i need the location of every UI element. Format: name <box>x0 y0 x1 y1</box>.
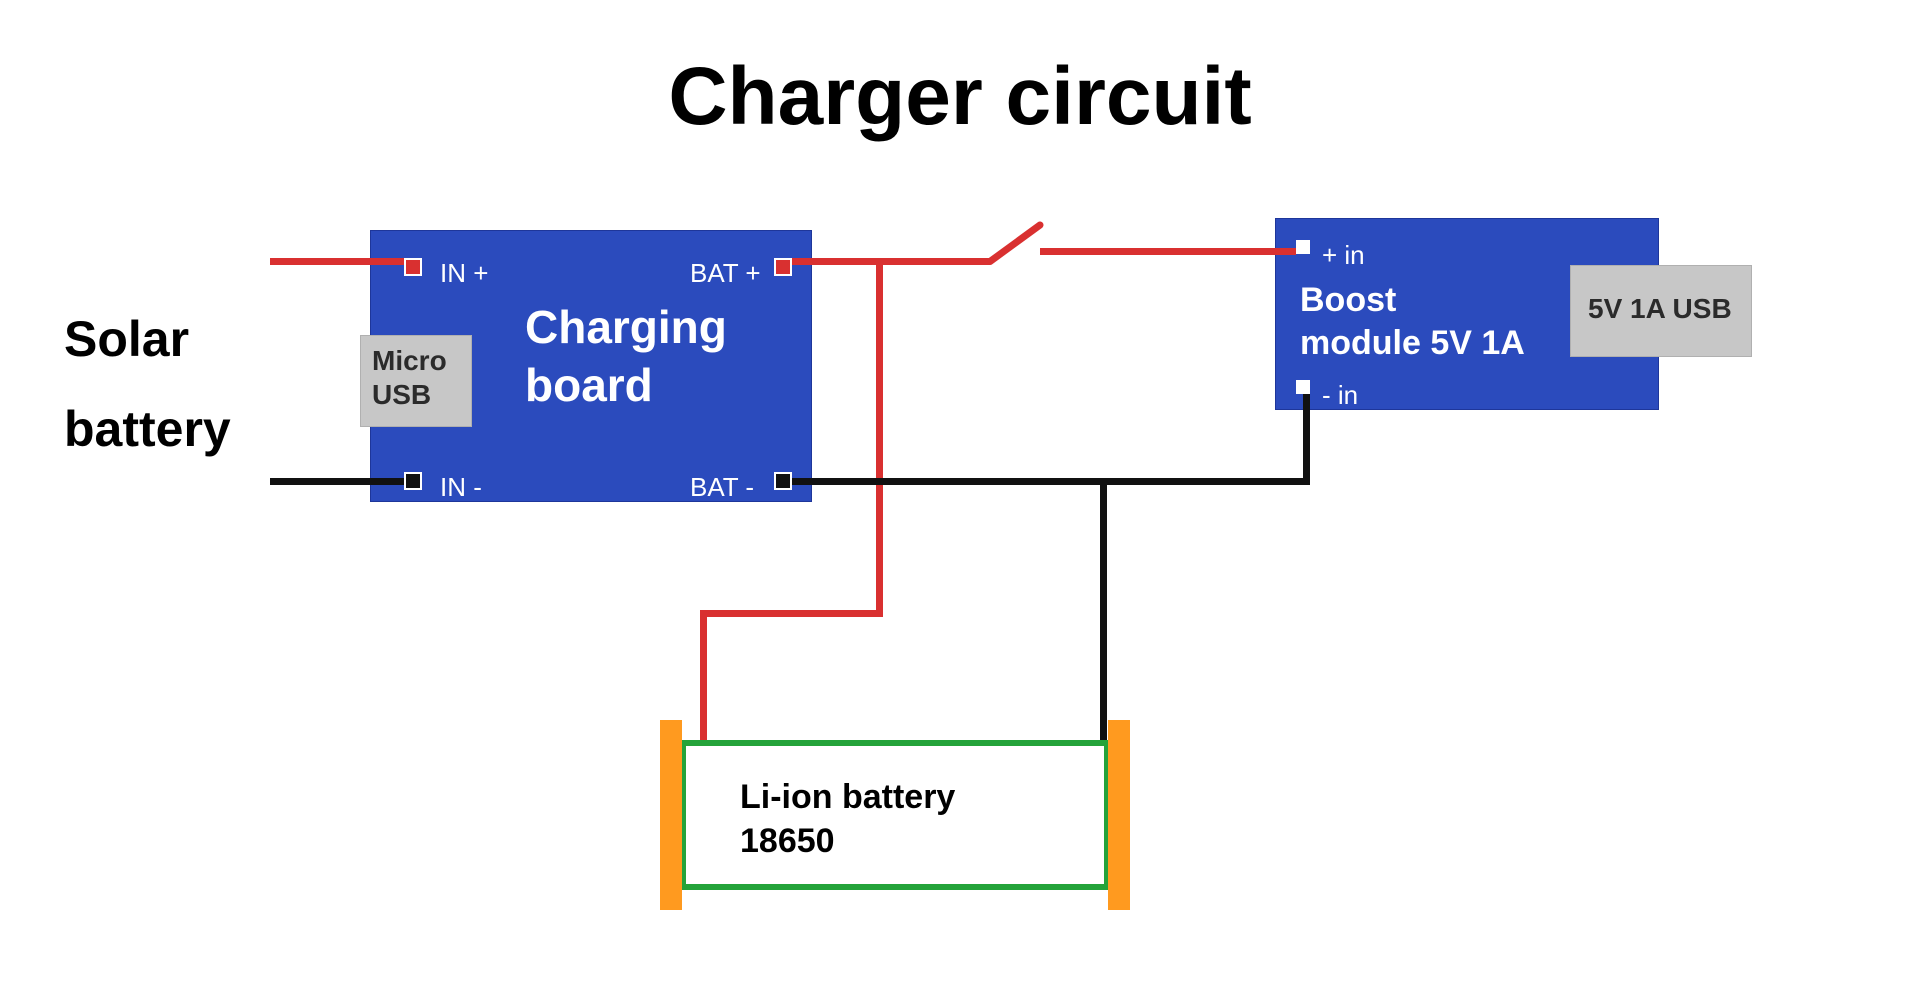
battery-contact-left <box>660 720 682 910</box>
wire-batminus-down <box>1100 478 1107 740</box>
switch-open-icon <box>980 215 1050 272</box>
pad-boost-plus <box>1296 240 1310 254</box>
pin-label-bat-minus: BAT - <box>690 472 754 503</box>
pad-in-plus <box>404 258 422 276</box>
battery-label-1: Li-ion battery <box>740 778 955 817</box>
wire-switch-to-boost <box>1040 248 1296 255</box>
pin-label-in-plus: IN + <box>440 258 488 289</box>
wire-solar-pos <box>270 258 404 265</box>
pad-in-minus <box>404 472 422 490</box>
pad-boost-minus <box>1296 380 1310 394</box>
boost-module-label-2: module 5V 1A <box>1300 323 1525 364</box>
battery-label-2: 18650 <box>740 822 835 861</box>
wire-batminus-h <box>792 478 1310 485</box>
diagram-title: Charger circuit <box>0 50 1920 144</box>
wire-boost-minus-v <box>1303 394 1310 485</box>
boost-module-label-1: Boost <box>1300 280 1396 321</box>
micro-usb-label-1: Micro <box>372 345 447 377</box>
pad-bat-plus <box>774 258 792 276</box>
solar-battery-label-line1: Solar <box>64 310 189 368</box>
charging-board-label-2: board <box>525 358 653 413</box>
pin-label-boost-minus: - in <box>1322 380 1358 411</box>
battery-contact-right <box>1108 720 1130 910</box>
wire-batplus-jog <box>700 610 883 617</box>
pin-label-in-minus: IN - <box>440 472 482 503</box>
wire-solar-neg <box>270 478 404 485</box>
micro-usb-label-2: USB <box>372 379 431 411</box>
pin-label-bat-plus: BAT + <box>690 258 761 289</box>
charging-board-label-1: Charging <box>525 300 727 355</box>
usb-out-label: 5V 1A USB <box>1588 293 1732 325</box>
solar-battery-label-line2: battery <box>64 400 231 458</box>
wire-batplus-to-batt <box>700 610 707 740</box>
wire-batplus-out <box>792 258 990 265</box>
pin-label-boost-plus: + in <box>1322 240 1365 271</box>
wire-batplus-down <box>876 258 883 610</box>
pad-bat-minus <box>774 472 792 490</box>
